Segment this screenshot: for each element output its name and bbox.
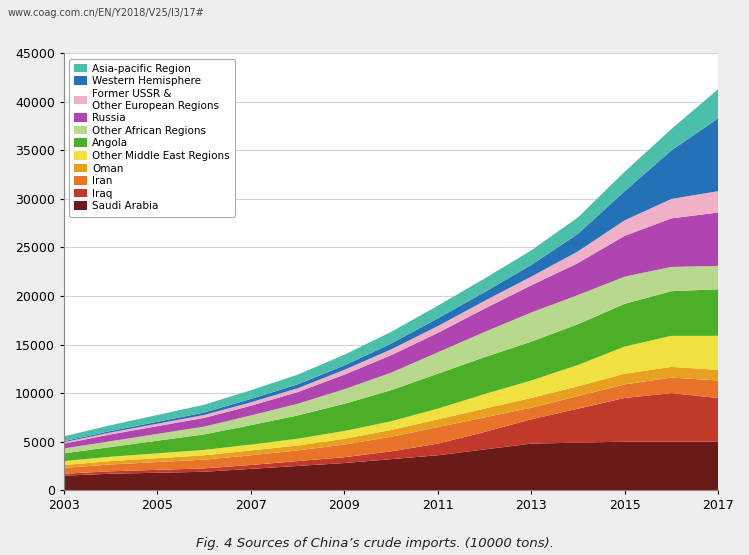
Text: Fig. 4 Sources of China’s crude imports. (10000 tons).: Fig. 4 Sources of China’s crude imports.…: [195, 537, 554, 549]
Text: www.coag.com.cn/EN/Y2018/V25/I3/17#: www.coag.com.cn/EN/Y2018/V25/I3/17#: [7, 8, 204, 18]
Legend: Asia-pacific Region, Western Hemisphere, Former USSR &
Other European Regions, R: Asia-pacific Region, Western Hemisphere,…: [69, 58, 235, 216]
